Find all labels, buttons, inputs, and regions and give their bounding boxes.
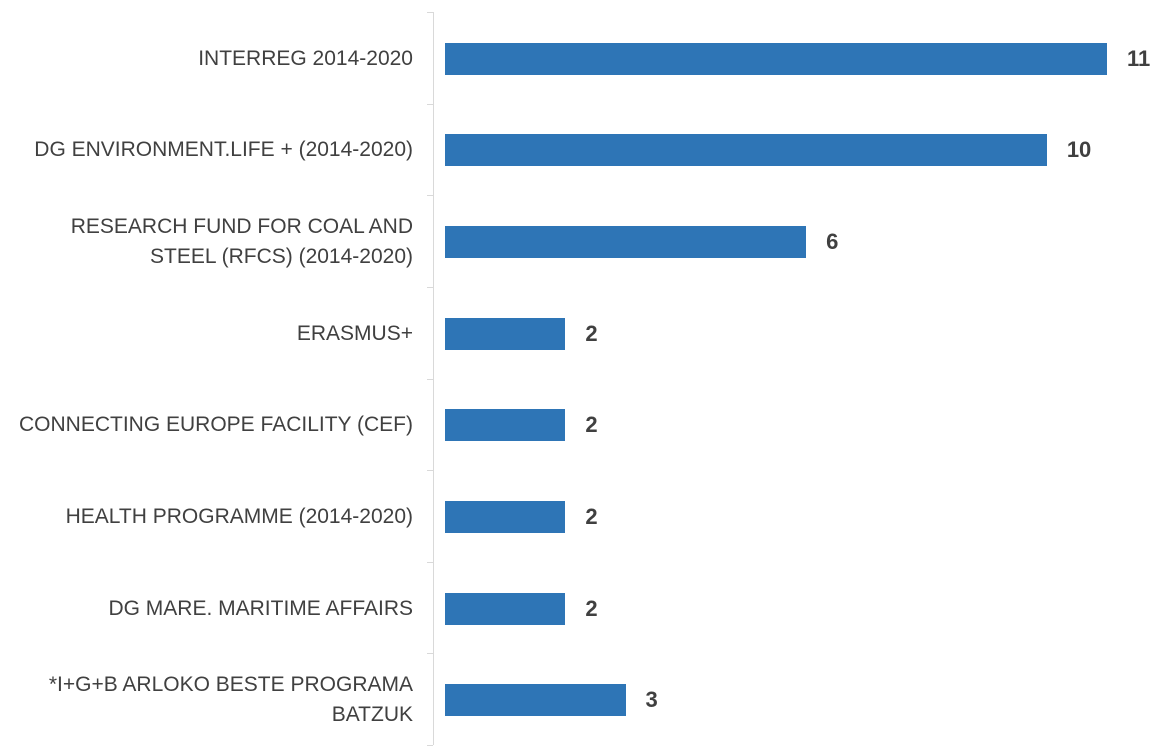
bar bbox=[445, 409, 566, 442]
axis-tick bbox=[427, 103, 433, 105]
category-label: ERASMUS+ bbox=[296, 321, 413, 345]
value-label: 6 bbox=[826, 229, 839, 255]
axis-tick bbox=[427, 378, 433, 380]
value-label: 2 bbox=[585, 320, 598, 346]
axis-tick bbox=[427, 745, 433, 746]
axis-tick bbox=[427, 286, 433, 288]
bar bbox=[445, 500, 566, 533]
bar bbox=[445, 134, 1047, 167]
category-label: DG MARE. MARITIME AFFAIRS bbox=[108, 596, 413, 620]
category-label: DG ENVIRONMENT.LIFE + (2014-2020) bbox=[34, 138, 413, 162]
category-label: HEALTH PROGRAMME (2014-2020) bbox=[65, 504, 413, 528]
value-label: 2 bbox=[585, 503, 598, 529]
category-label: CONNECTING EUROPE FACILITY (CEF) bbox=[19, 413, 413, 437]
axis-tick bbox=[427, 653, 433, 655]
bar bbox=[445, 592, 566, 625]
value-label: 2 bbox=[585, 412, 598, 438]
value-label: 11 bbox=[1127, 45, 1151, 71]
category-label: INTERREG 2014-2020 bbox=[198, 46, 413, 70]
value-label: 10 bbox=[1066, 137, 1092, 163]
bar bbox=[445, 684, 626, 717]
axis-tick bbox=[427, 12, 433, 13]
axis-tick bbox=[427, 470, 433, 472]
category-label: RESEARCH FUND FOR COAL AND STEEL (RFCS) … bbox=[70, 215, 413, 269]
value-label: 3 bbox=[645, 687, 658, 713]
bar bbox=[445, 317, 566, 350]
bar bbox=[445, 226, 807, 259]
bar bbox=[445, 42, 1107, 75]
axis-tick bbox=[427, 561, 433, 563]
value-label: 2 bbox=[585, 595, 598, 621]
category-label: *I+G+B ARLOKO BESTE PROGRAMA BATZUK bbox=[48, 673, 413, 727]
axis-line bbox=[433, 12, 434, 745]
axis-tick bbox=[427, 195, 433, 197]
